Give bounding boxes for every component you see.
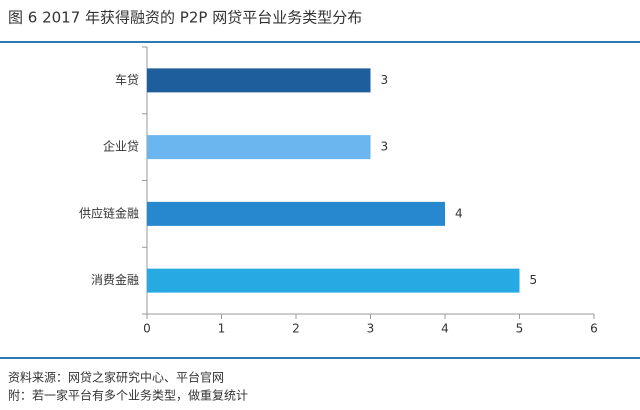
value-label: 5 xyxy=(530,273,538,287)
x-tick-label: 5 xyxy=(516,322,524,336)
value-label: 3 xyxy=(381,140,389,154)
y-tick-label: 企业贷 xyxy=(103,139,139,154)
y-tick-label: 供应链金融 xyxy=(79,205,139,220)
y-tick-label: 消费金融 xyxy=(91,272,139,287)
x-tick-label: 4 xyxy=(441,322,449,336)
x-tick-label: 6 xyxy=(590,322,598,336)
y-tick-label: 车贷 xyxy=(115,72,139,87)
bar xyxy=(147,135,371,160)
x-tick-label: 2 xyxy=(292,322,300,336)
x-tick-label: 3 xyxy=(367,322,375,336)
chart-title: 图 6 2017 年获得融资的 P2P 网贷平台业务类型分布 xyxy=(8,9,362,27)
bar xyxy=(147,268,520,293)
bar xyxy=(147,68,371,93)
bar xyxy=(147,201,445,226)
x-tick-label: 0 xyxy=(143,322,151,336)
value-label: 3 xyxy=(381,73,389,87)
x-tick-label: 1 xyxy=(218,322,226,336)
value-label: 4 xyxy=(455,206,463,220)
source-note: 资料来源：网贷之家研究中心、平台官网 xyxy=(8,370,224,385)
footnote: 附：若一家平台有多个业务类型，做重复统计 xyxy=(8,388,248,403)
